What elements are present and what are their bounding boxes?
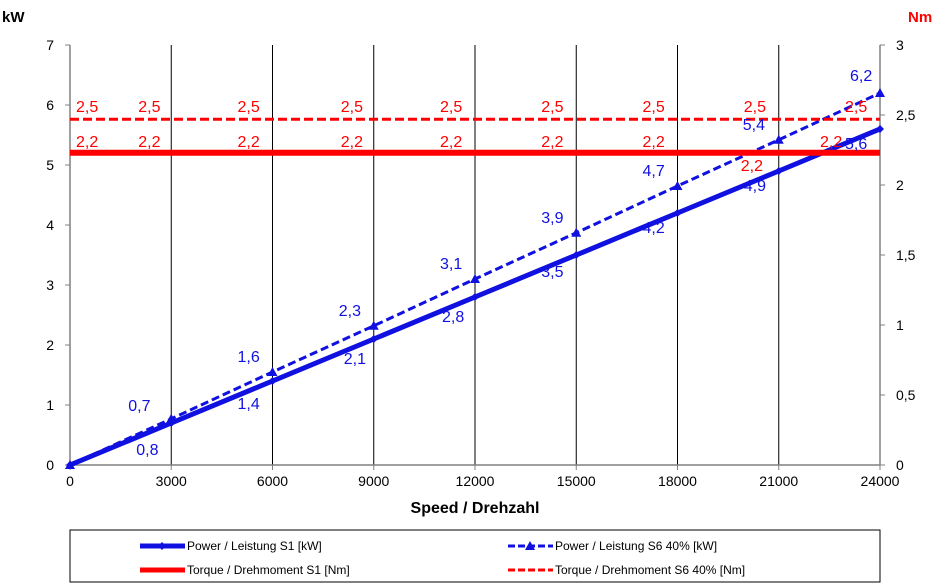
data-label-2: 3,1 bbox=[440, 256, 462, 273]
data-label-2: 0,7 bbox=[128, 398, 150, 415]
grid bbox=[170, 45, 780, 465]
data-label-3: 2,2 bbox=[741, 158, 763, 175]
data-label-3: 2,2 bbox=[820, 134, 842, 151]
x-tick-label: 24000 bbox=[861, 473, 900, 489]
y-left-tick-label: 3 bbox=[46, 277, 54, 293]
y-right-tick-label: 0 bbox=[896, 457, 904, 473]
legend-box bbox=[69, 529, 881, 583]
legend-marker-2 bbox=[525, 541, 535, 550]
axis-ticks: 0 3000 6000 9000 12000 15000 18000 21000 2400001… bbox=[46, 37, 915, 489]
series-markers bbox=[65, 88, 885, 469]
data-label-2: 1,6 bbox=[238, 349, 260, 366]
series-marker-1 bbox=[471, 293, 479, 301]
x-tick-label: 18000 bbox=[658, 473, 697, 489]
y-right-tick-label: 3 bbox=[896, 37, 904, 53]
x-tick-label: 21000 bbox=[759, 473, 798, 489]
data-label-2: 6,2 bbox=[850, 68, 872, 85]
data-label-1: 2,1 bbox=[344, 351, 366, 368]
series-marker-1 bbox=[673, 209, 682, 217]
x-tick-label: 15000 bbox=[557, 473, 596, 489]
data-label-3: 2,2 bbox=[76, 134, 98, 151]
x-tick-label: 9000 bbox=[358, 473, 389, 489]
data-labels: 0,8 1,4 2,1 2,8 3,5 4,2 4,9 5,6 0,7 1,6 2,3 3,1 3,9 4… bbox=[76, 68, 872, 459]
y-right-tick-label: 1,5 bbox=[896, 247, 916, 263]
series-marker-1 bbox=[572, 251, 581, 259]
data-label-4: 2,5 bbox=[76, 99, 98, 116]
legend-label-3: Torque / Drehmoment S1 [Nm] bbox=[187, 563, 350, 577]
y-left-tick-label: 2 bbox=[46, 337, 54, 353]
series-marker-2 bbox=[672, 181, 683, 190]
series-marker-2 bbox=[470, 274, 480, 283]
x-tick-label: 0 bbox=[66, 473, 74, 489]
data-label-4: 2,5 bbox=[744, 99, 766, 116]
series-marker-1 bbox=[774, 167, 783, 175]
data-label-4: 2,5 bbox=[643, 99, 665, 116]
data-label-3: 2,2 bbox=[643, 134, 665, 151]
y-left-tick-label: 6 bbox=[46, 97, 54, 113]
y-right-tick-label: 0,5 bbox=[896, 387, 916, 403]
y-right-tick-label: 1 bbox=[896, 317, 904, 333]
series-marker-1 bbox=[369, 335, 378, 343]
y-left-tick-label: 4 bbox=[46, 217, 54, 233]
x-axis-title: Speed / Drehzahl bbox=[411, 500, 540, 517]
x-tick-label: 3000 bbox=[156, 473, 187, 489]
data-label-3: 2,2 bbox=[541, 134, 563, 151]
series-marker-1 bbox=[268, 377, 277, 385]
data-label-3: 2,2 bbox=[341, 134, 363, 151]
y-left-tick-label: 5 bbox=[46, 157, 54, 173]
series-marker-2 bbox=[267, 367, 278, 376]
data-label-1: 0,8 bbox=[136, 442, 158, 459]
data-label-3: 2,2 bbox=[238, 134, 260, 151]
data-label-4: 2,5 bbox=[138, 99, 160, 116]
y-right-tick-label: 2,5 bbox=[896, 107, 916, 123]
left-axis-unit: kW bbox=[2, 9, 25, 26]
data-label-2: 4,7 bbox=[643, 163, 665, 180]
x-tick-label: 12000 bbox=[456, 473, 495, 489]
legend-label-4: Torque / Drehmoment S6 40% [Nm] bbox=[555, 563, 745, 577]
series-marker-2 bbox=[166, 413, 177, 423]
data-label-4: 2,5 bbox=[341, 99, 363, 116]
data-label-3: 2,2 bbox=[440, 134, 462, 151]
data-label-1: 5,6 bbox=[845, 136, 867, 153]
data-label-3: 2,2 bbox=[138, 134, 160, 151]
series-marker-2 bbox=[773, 134, 784, 144]
data-label-4: 2,5 bbox=[541, 99, 563, 116]
y-left-tick-label: 7 bbox=[46, 37, 54, 53]
data-label-1: 3,5 bbox=[541, 264, 563, 281]
y-right-tick-label: 2 bbox=[896, 177, 904, 193]
series-marker-2 bbox=[571, 227, 582, 237]
data-label-1: 4,9 bbox=[744, 178, 766, 195]
y-left-tick-label: 1 bbox=[46, 397, 54, 413]
data-label-4: 2,5 bbox=[238, 99, 260, 116]
legend-marker-1 bbox=[158, 542, 166, 550]
data-label-1: 1,4 bbox=[238, 396, 260, 413]
data-label-4: 2,5 bbox=[845, 99, 867, 116]
series-marker-2 bbox=[368, 320, 379, 330]
data-label-2: 3,9 bbox=[541, 210, 563, 227]
x-tick-label: 6000 bbox=[257, 473, 288, 489]
y-left-tick-label: 0 bbox=[46, 457, 54, 473]
legend-label-2: Power / Leistung S6 40% [kW] bbox=[555, 539, 717, 553]
data-label-1: 4,2 bbox=[643, 220, 665, 237]
data-label-2: 2,3 bbox=[339, 303, 361, 320]
legend-label-1: Power / Leistung S1 [kW] bbox=[187, 539, 322, 553]
data-label-2: 5,4 bbox=[743, 117, 765, 134]
series-marker-1 bbox=[876, 125, 884, 133]
right-axis-unit: Nm bbox=[908, 9, 932, 26]
data-label-4: 2,5 bbox=[440, 99, 462, 116]
legend: Power / Leistung S1 [kW] Power / Leistung… bbox=[69, 529, 881, 583]
series-marker-2 bbox=[65, 460, 75, 469]
data-label-1: 2,8 bbox=[442, 309, 464, 326]
series-marker-2 bbox=[875, 88, 885, 97]
